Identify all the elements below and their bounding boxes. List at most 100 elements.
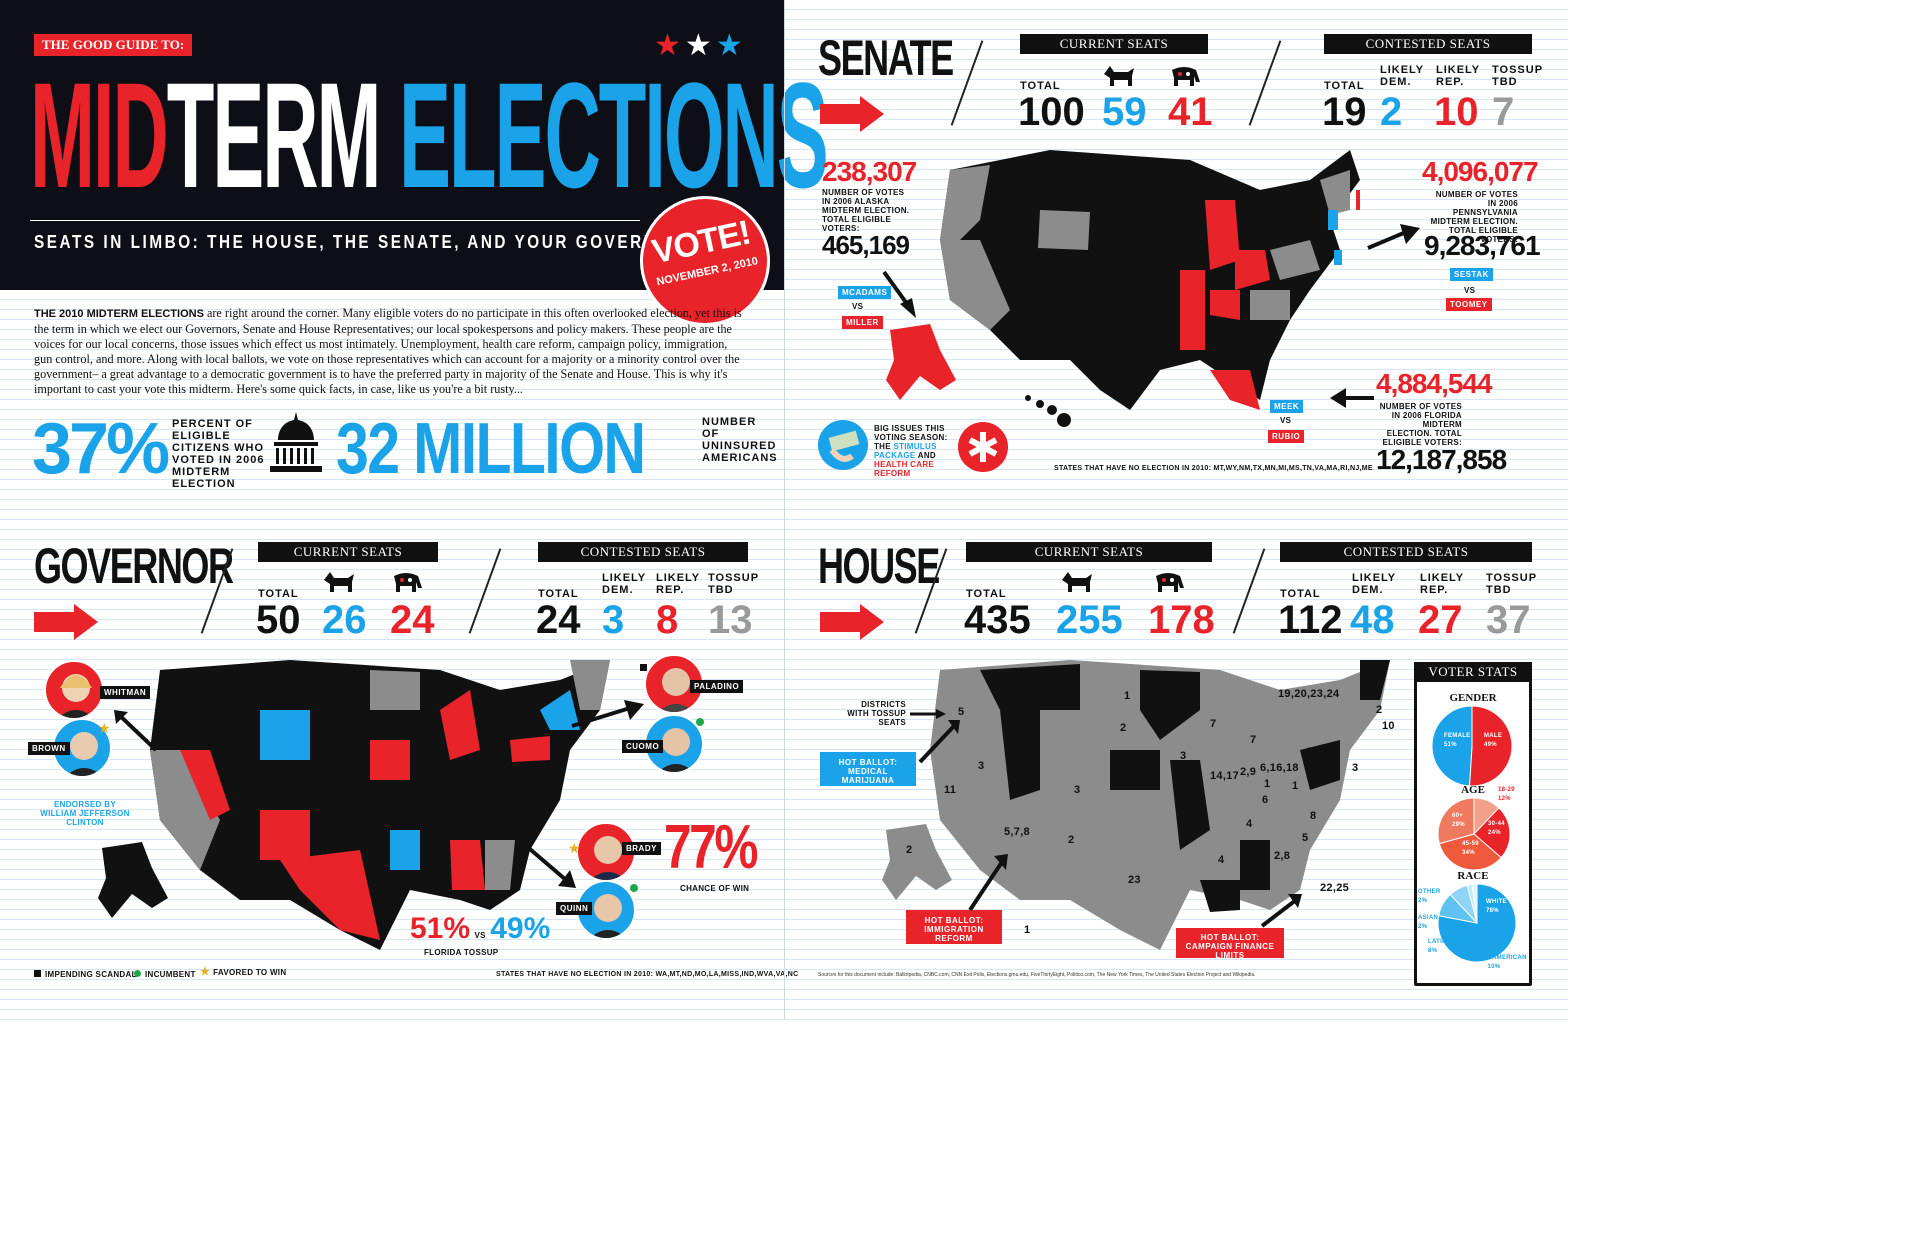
house-c-total: 112 bbox=[1278, 598, 1343, 642]
stat-uninsured-label: NUMBER OF UNINSURED AMERICANS bbox=[702, 416, 778, 464]
divider bbox=[468, 548, 502, 634]
favored-star-icon: ★ bbox=[200, 966, 211, 978]
gov-contested-header: CONTESTED SEATS bbox=[538, 542, 748, 562]
governor-map bbox=[140, 650, 620, 960]
issues-note: BIG ISSUES THIS VOTING SEASON: THE STIMU… bbox=[874, 424, 948, 478]
pointer-arrow bbox=[880, 270, 920, 325]
fl-note: NUMBER OF VOTES IN 2006 FLORIDA MIDTERM … bbox=[1379, 402, 1462, 447]
gender-female-label: FEMALE 51% bbox=[1444, 733, 1471, 748]
ak-vs: VS bbox=[852, 302, 864, 311]
arrow-icon bbox=[820, 96, 884, 137]
map-number: 19,20,23,24 bbox=[1278, 688, 1340, 700]
pointer-arrow bbox=[112, 708, 162, 759]
pa-eligible: 9,283,761 bbox=[1424, 230, 1541, 261]
gov-total-label: TOTAL bbox=[258, 588, 299, 600]
florida-tossup-label: FLORIDA TOSSUP bbox=[424, 948, 499, 957]
star-icon: ★ bbox=[684, 29, 716, 62]
pa-vs: VS bbox=[1464, 286, 1476, 295]
incumbent-dot-icon bbox=[134, 970, 141, 977]
age-60-label: 60+ 29% bbox=[1452, 813, 1465, 828]
map-number: 23 bbox=[1128, 874, 1141, 886]
gov-c-rep-label: LIKELY REP. bbox=[656, 572, 700, 596]
race-latino-label: LATINO 8% bbox=[1428, 939, 1452, 954]
subtitle: SEATS IN LIMBO: THE HOUSE, THE SENATE, A… bbox=[34, 232, 699, 252]
map-number: 11 bbox=[944, 784, 957, 796]
senate-total-label: TOTAL bbox=[1020, 80, 1061, 92]
race-african-label: AFRICAN AMERICAN 10% bbox=[1461, 955, 1527, 970]
pointer-arrow bbox=[1366, 222, 1422, 257]
senate-contested-header: CONTESTED SEATS bbox=[1324, 34, 1532, 54]
house-total: 435 bbox=[964, 598, 1031, 642]
divider bbox=[1248, 40, 1282, 126]
voter-stats-title: VOTER STATS bbox=[1414, 662, 1532, 682]
favored-star-icon: ★ bbox=[568, 840, 581, 856]
map-number: 2 bbox=[906, 844, 913, 856]
map-number: 3 bbox=[978, 760, 985, 772]
gov-c-total: 24 bbox=[536, 598, 581, 642]
house-c-dem-label: LIKELY DEM. bbox=[1352, 572, 1396, 596]
map-number: 1 bbox=[1024, 924, 1031, 936]
house-c-rep: 27 bbox=[1418, 598, 1463, 642]
elephant-icon bbox=[1168, 64, 1202, 95]
label-cuomo: CUOMO bbox=[622, 740, 664, 753]
senate-dem: 59 bbox=[1102, 90, 1147, 134]
age-45-label: 45-59 34% bbox=[1462, 841, 1479, 856]
legend-favored: ★ FAVORED TO WIN bbox=[200, 966, 287, 978]
gov-c-dem-label: LIKELY DEM. bbox=[602, 572, 646, 596]
pie-slice-other bbox=[1471, 884, 1478, 924]
house-contested-header: CONTESTED SEATS bbox=[1280, 542, 1532, 562]
chance-label: CHANCE OF WIN bbox=[680, 884, 750, 893]
house-map bbox=[920, 650, 1400, 970]
header-stars: ★★★ bbox=[654, 28, 747, 63]
hawaii-shape bbox=[1020, 390, 1080, 435]
age-title: AGE bbox=[1461, 784, 1485, 796]
gov-no-election: STATES THAT HAVE NO ELECTION IN 2010: WA… bbox=[496, 971, 799, 978]
arrow-icon bbox=[34, 604, 98, 645]
arrow-icon bbox=[820, 604, 884, 645]
ballot-marijuana: HOT BALLOT: MEDICAL MARIJUANA bbox=[820, 752, 916, 786]
race-title: RACE bbox=[1457, 870, 1489, 882]
gov-c-rep: 8 bbox=[656, 598, 679, 642]
house-c-toss: 37 bbox=[1486, 598, 1531, 642]
pointer-arrow bbox=[918, 718, 962, 769]
endorsed-note: ENDORSED BY WILLIAM JEFFERSON CLINTON bbox=[40, 800, 130, 827]
intro-lead: THE 2010 MIDTERM ELECTIONS bbox=[34, 308, 204, 320]
senate-c-total-label: TOTAL bbox=[1324, 80, 1365, 92]
intro-text: THE 2010 MIDTERM ELECTIONS are right aro… bbox=[34, 306, 748, 397]
legend-incumbent: INCUMBENT bbox=[134, 970, 196, 979]
ak-eligible: 465,169 bbox=[822, 230, 910, 260]
race-other-label: OTHER 2% bbox=[1418, 889, 1441, 904]
star-icon: ★ bbox=[654, 29, 685, 62]
ak-dem-candidate: MCADAMS bbox=[838, 286, 892, 299]
gov-c-dem: 3 bbox=[602, 598, 625, 642]
house-c-rep-label: LIKELY REP. bbox=[1420, 572, 1464, 596]
scandal-square-icon bbox=[34, 970, 41, 977]
favored-star-icon: ★ bbox=[98, 720, 111, 736]
map-number: 8 bbox=[1310, 810, 1317, 822]
pa-votes: 4,096,077 bbox=[1422, 156, 1539, 187]
pointer-arrow bbox=[570, 700, 646, 735]
alaska-shape bbox=[880, 320, 960, 415]
map-number: 4 bbox=[1218, 854, 1225, 866]
kicker: THE GOOD GUIDE TO: bbox=[34, 34, 193, 56]
senate-c-toss: 7 bbox=[1492, 90, 1515, 134]
ballot-immigration: HOT BALLOT: IMMIGRATION REFORM bbox=[906, 910, 1002, 944]
districts-note: DISTRICTS WITH TOSSUP SEATS bbox=[847, 700, 906, 727]
stat-voter-percent: 37% bbox=[32, 409, 170, 489]
fl-vs: VS bbox=[1280, 416, 1292, 425]
stat-voter-label: PERCENT OF ELIGIBLE CITIZENS WHO VOTED I… bbox=[172, 418, 265, 490]
senate-c-dem-label: LIKELY DEM. bbox=[1380, 64, 1424, 88]
gov-current-header: CURRENT SEATS bbox=[258, 542, 438, 562]
elephant-icon bbox=[1152, 570, 1186, 601]
gov-total: 50 bbox=[256, 598, 301, 642]
map-number: 1 bbox=[1124, 690, 1131, 702]
house-total-label: TOTAL bbox=[966, 588, 1007, 600]
house-c-total-label: TOTAL bbox=[1280, 588, 1321, 600]
divider bbox=[1232, 548, 1266, 634]
senate-current-header: CURRENT SEATS bbox=[1020, 34, 1208, 54]
label-paladino: PALADINO bbox=[690, 680, 744, 693]
donkey-icon bbox=[1102, 64, 1136, 95]
map-number: 5 bbox=[1302, 832, 1309, 844]
senate-c-rep-label: LIKELY REP. bbox=[1436, 64, 1480, 88]
florida-tossup: 51% VS 49% bbox=[410, 912, 551, 945]
